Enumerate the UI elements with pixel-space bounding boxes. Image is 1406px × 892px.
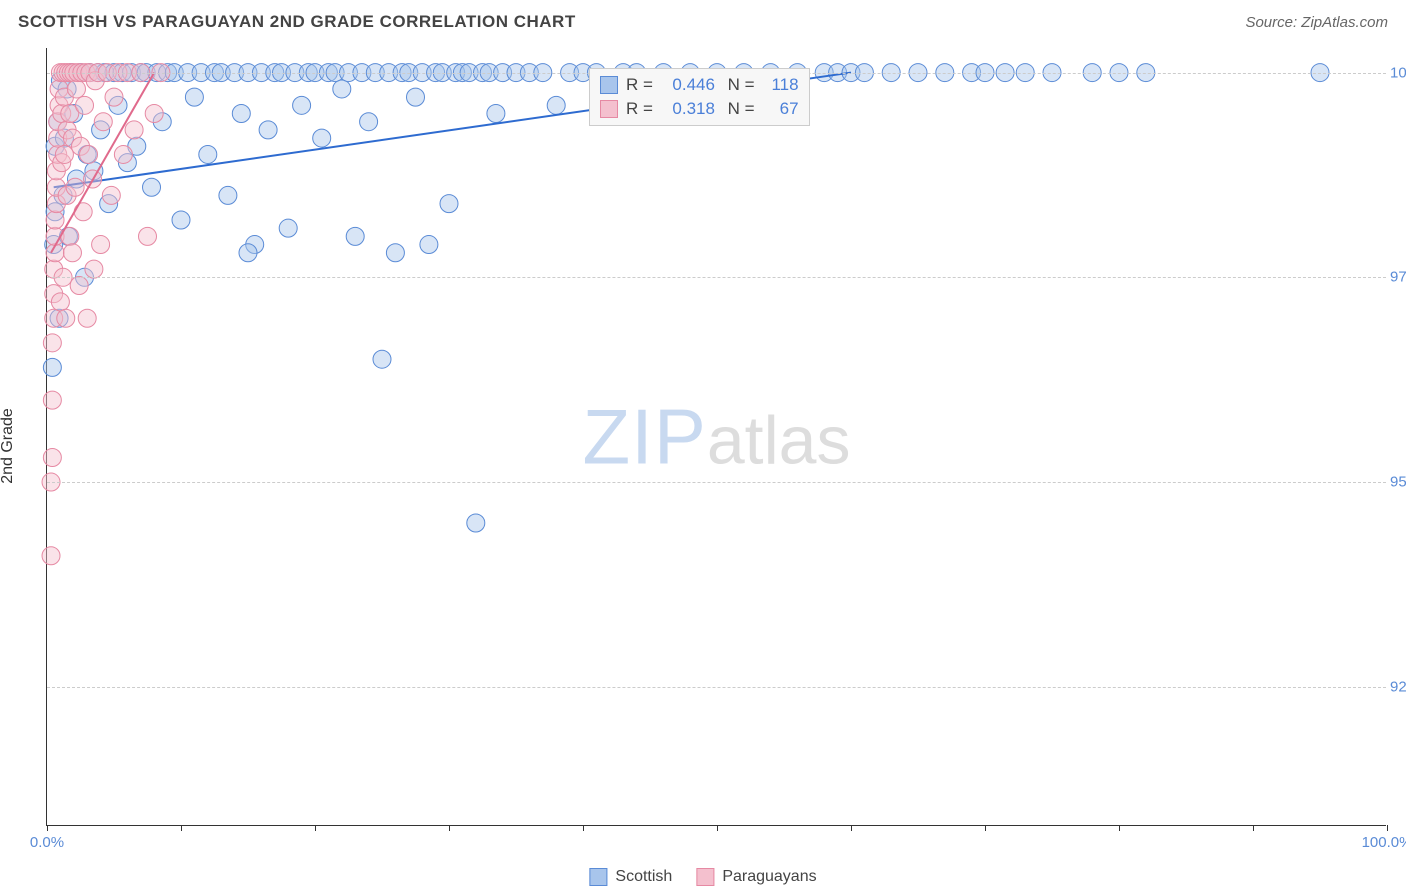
xtick [717,825,718,831]
legend-bottom: Scottish Paraguayans [589,868,816,886]
scatter-point [43,334,61,352]
scatter-point [239,244,257,262]
scatter-point [293,96,311,114]
scatter-point [360,113,378,131]
scatter-point [92,236,110,254]
source-label: Source: ZipAtlas.com [1245,14,1388,31]
scatter-point [440,195,458,213]
legend-r-label: R = [626,75,653,95]
legend-top-swatch [600,100,618,118]
legend-n-value: 118 [763,75,799,95]
scatter-point [143,178,161,196]
scatter-point [114,145,132,163]
scatter-point [63,244,81,262]
xtick [47,825,48,831]
legend-label-scottish: Scottish [615,868,672,886]
scatter-point [547,96,565,114]
scatter-point [67,80,85,98]
legend-swatch-paraguayans [696,868,714,886]
ytick-label: 97.5% [1390,269,1406,286]
scatter-point [487,105,505,123]
xtick-label: 100.0% [1362,834,1406,851]
scatter-point [55,145,73,163]
scatter-svg [47,48,1386,825]
legend-top-row: R = 0.446 N = 118 [600,73,799,97]
legend-swatch-scottish [589,868,607,886]
scatter-point [333,80,351,98]
scatter-point [386,244,404,262]
scatter-point [172,211,190,229]
xtick-label: 0.0% [30,834,64,851]
scatter-point [43,448,61,466]
scatter-point [46,211,64,229]
scatter-point [313,129,331,147]
legend-label-paraguayans: Paraguayans [722,868,816,886]
scatter-point [42,547,60,565]
legend-r-value: 0.318 [661,99,715,119]
ytick-label: 92.5% [1390,678,1406,695]
xtick [985,825,986,831]
scatter-point [420,236,438,254]
scatter-point [259,121,277,139]
xtick [583,825,584,831]
scatter-point [139,227,157,245]
scatter-point [279,219,297,237]
gridline-h [47,277,1386,278]
scatter-point [373,350,391,368]
scatter-point [105,88,123,106]
scatter-point [78,309,96,327]
legend-item-paraguayans: Paraguayans [696,868,816,886]
scatter-point [74,203,92,221]
gridline-h [47,687,1386,688]
ytick-label: 95.0% [1390,474,1406,491]
scatter-point [185,88,203,106]
legend-r-value: 0.446 [661,75,715,95]
legend-r-label: R = [626,99,653,119]
scatter-point [76,96,94,114]
scatter-point [407,88,425,106]
xtick [1119,825,1120,831]
legend-n-value: 67 [763,99,799,119]
legend-item-scottish: Scottish [589,868,672,886]
scatter-point [70,276,88,294]
scatter-point [51,293,69,311]
legend-top-row: R = 0.318 N = 67 [600,97,799,121]
scatter-point [145,105,163,123]
legend-n-label: N = [723,99,755,119]
xtick [315,825,316,831]
scatter-point [43,391,61,409]
scatter-point [43,358,61,376]
xtick [851,825,852,831]
ytick-label: 100.0% [1390,64,1406,81]
xtick [1253,825,1254,831]
legend-top: R = 0.446 N = 118 R = 0.318 N = 67 [589,68,810,126]
xtick [1387,825,1388,831]
scatter-point [125,121,143,139]
scatter-point [199,145,217,163]
scatter-point [94,113,112,131]
scatter-point [232,105,250,123]
xtick [449,825,450,831]
y-axis-title: 2nd Grade [0,408,17,484]
chart-title: SCOTTISH VS PARAGUAYAN 2ND GRADE CORRELA… [18,12,576,32]
scatter-point [467,514,485,532]
scatter-point [85,260,103,278]
scatter-point [219,186,237,204]
scatter-point [80,145,98,163]
legend-n-label: N = [723,75,755,95]
scatter-point [66,178,84,196]
scatter-point [102,186,120,204]
gridline-h [47,482,1386,483]
chart-plot-area: ZIPatlas 92.5%95.0%97.5%100.0%0.0%100.0%… [46,48,1386,826]
scatter-point [346,227,364,245]
scatter-point [57,309,75,327]
legend-top-swatch [600,76,618,94]
xtick [181,825,182,831]
